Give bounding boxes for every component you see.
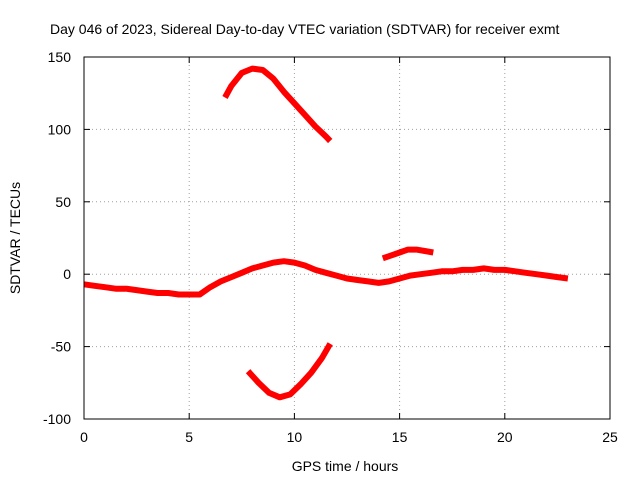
series-small-arc bbox=[381, 246, 434, 262]
x-axis-label: GPS time / hours bbox=[292, 458, 399, 474]
series-lower-arc bbox=[245, 342, 333, 401]
y-tick-label: -50 bbox=[51, 339, 71, 355]
y-tick-label: -100 bbox=[43, 411, 71, 427]
y-tick-label: 0 bbox=[63, 266, 71, 282]
x-tick-label: 20 bbox=[497, 429, 513, 445]
x-tick-label: 15 bbox=[392, 429, 408, 445]
x-tick-label: 10 bbox=[287, 429, 303, 445]
y-tick-label: 100 bbox=[48, 121, 72, 137]
y-axis-label: SDTVAR / TECUs bbox=[7, 182, 23, 294]
y-tick-label: 50 bbox=[55, 194, 71, 210]
series-main-band bbox=[83, 258, 569, 298]
grid-lines bbox=[84, 57, 610, 419]
chart-title: Day 046 of 2023, Sidereal Day-to-day VTE… bbox=[50, 21, 559, 37]
data-series bbox=[83, 65, 569, 401]
x-tick-label: 5 bbox=[185, 429, 193, 445]
axis-ticks: 0 5 10 15 20 25 -100 -50 0 50 100 150 bbox=[43, 49, 618, 445]
series-upper-arc bbox=[222, 65, 333, 144]
x-tick-label: 0 bbox=[80, 429, 88, 445]
x-tick-label: 25 bbox=[602, 429, 618, 445]
plot-frame bbox=[83, 56, 611, 420]
y-tick-label: 150 bbox=[48, 49, 72, 65]
